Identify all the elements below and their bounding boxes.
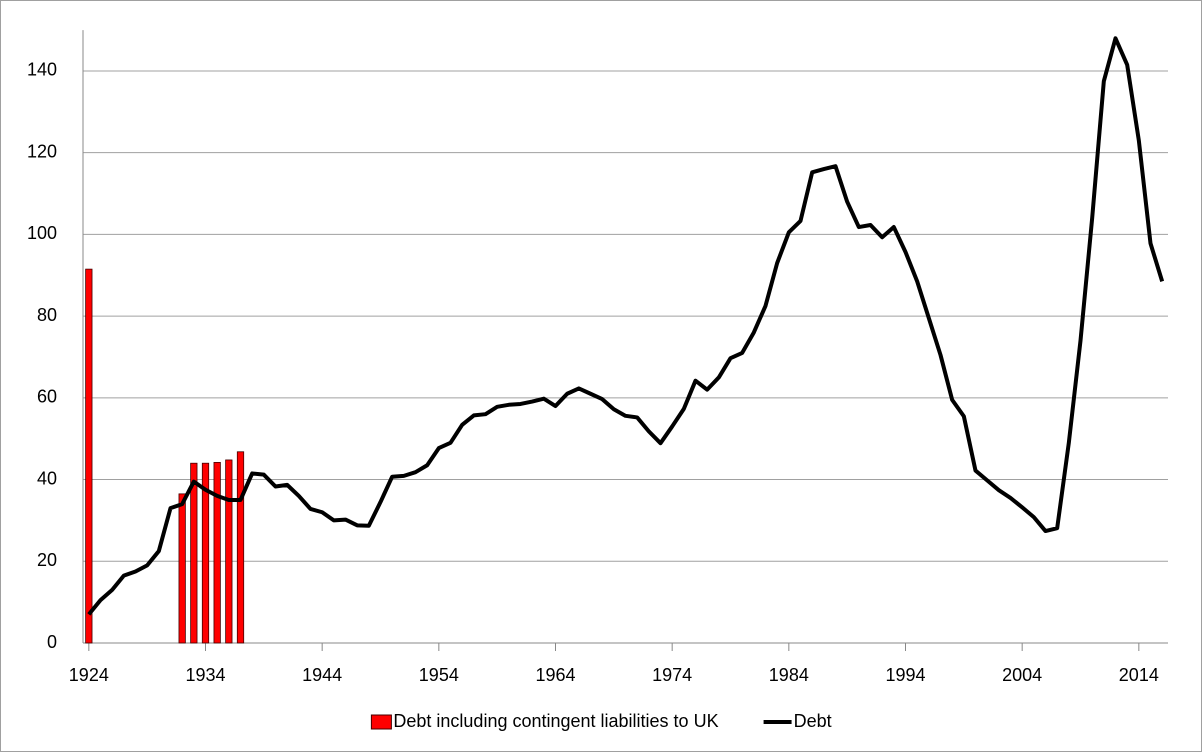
bar (225, 459, 233, 644)
x-tick-label: 1934 (185, 665, 225, 685)
y-tick-label: 140 (27, 60, 57, 80)
bar (190, 462, 198, 644)
legend-label: Debt (794, 711, 832, 731)
bar (236, 451, 245, 644)
x-tick-label: 1964 (535, 665, 575, 685)
x-tick-label: 2004 (1002, 665, 1042, 685)
y-tick-label: 20 (37, 550, 57, 570)
x-tick-label: 1924 (69, 665, 109, 685)
x-tick-label: 1954 (419, 665, 459, 685)
line (87, 36, 1165, 616)
bar (201, 462, 210, 644)
x-tick-label: 1944 (302, 665, 342, 685)
legend-label: Debt including contingent liabilities to… (393, 711, 718, 731)
legend-item: Debt (763, 711, 832, 731)
bar (213, 461, 221, 644)
legend: Debt including contingent liabilities to… (370, 711, 832, 731)
x-tick-label: 2014 (1119, 665, 1159, 685)
x-tick-label: 1994 (885, 665, 925, 685)
y-tick-label: 0 (47, 632, 57, 652)
bar (178, 493, 186, 644)
y-tick-label: 100 (27, 223, 57, 243)
legend-item: Debt including contingent liabilities to… (370, 711, 719, 731)
y-tick-label: 40 (37, 468, 57, 488)
bar (85, 268, 93, 644)
y-tick-label: 80 (37, 305, 57, 325)
x-tick-label: 1974 (652, 665, 692, 685)
legend-swatch (370, 714, 392, 730)
x-tick-label: 1984 (769, 665, 809, 685)
y-tick-label: 120 (27, 141, 57, 161)
y-tick-label: 60 (37, 387, 57, 407)
